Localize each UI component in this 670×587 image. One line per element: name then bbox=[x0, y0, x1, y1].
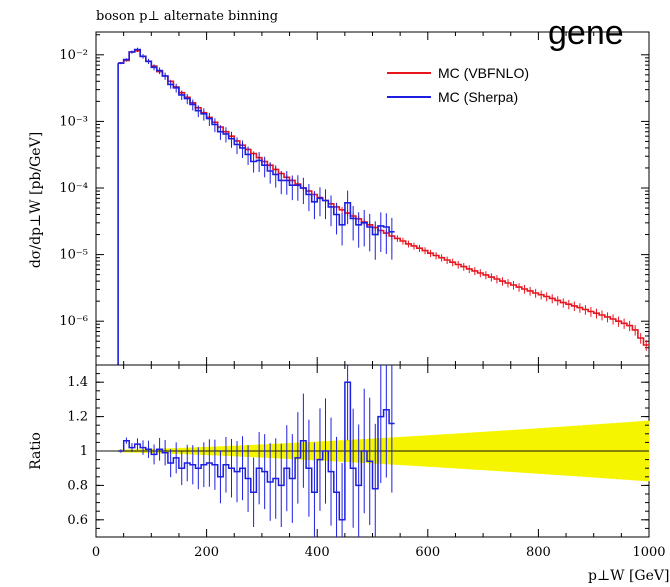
main-y-ticks: 10⁻² 10⁻³ 10⁻⁴ 10⁻⁵ 10⁻⁶ bbox=[59, 32, 650, 365]
x-tick-label: 400 bbox=[305, 545, 330, 560]
main-y-axis-label: dσ/dp⊥W [pb/GeV] bbox=[28, 132, 44, 268]
ratio-y-tick-label: 0.8 bbox=[67, 478, 88, 493]
main-y-tick-label: 10⁻⁵ bbox=[59, 248, 88, 263]
x-tick-label: 1000 bbox=[632, 545, 665, 560]
ratio-y-tick-label: 0.6 bbox=[67, 513, 88, 528]
ratio-ticks: 0.6 0.8 1 1.2 1.4 0 200 400 600 800 1000 bbox=[67, 365, 666, 560]
main-plot-frame bbox=[95, 31, 650, 366]
ratio-y-axis-label: Ratio bbox=[28, 432, 44, 470]
ratio-series-group bbox=[96, 365, 649, 537]
chart-title: boson p⊥ alternate binning bbox=[96, 9, 278, 24]
x-axis-label: p⊥W [GeV] bbox=[588, 568, 669, 584]
ratio-y-tick-label: 1 bbox=[80, 444, 88, 459]
x-tick-label: 600 bbox=[415, 545, 440, 560]
legend-label-vbfnlo: MC (VBFNLO) bbox=[438, 65, 529, 81]
x-tick-label: 0 bbox=[92, 545, 100, 560]
main-y-tick-label: 10⁻⁶ bbox=[59, 314, 88, 329]
main-plot-panel: 10⁻² 10⁻³ 10⁻⁴ 10⁻⁵ 10⁻⁶ dσ/dp⊥W [pb/GeV] bbox=[28, 31, 650, 366]
main-y-tick-label: 10⁻² bbox=[59, 48, 88, 63]
legend: MC (VBFNLO) MC (Sherpa) bbox=[387, 65, 529, 105]
x-tick-label: 800 bbox=[526, 545, 551, 560]
main-y-tick-label: 10⁻³ bbox=[59, 114, 88, 129]
watermark-text: gene bbox=[548, 14, 624, 52]
ratio-y-tick-label: 1.2 bbox=[67, 410, 88, 425]
main-series-group bbox=[117, 47, 649, 365]
ratio-y-tick-label: 1.4 bbox=[67, 375, 88, 390]
legend-label-sherpa: MC (Sherpa) bbox=[438, 89, 518, 105]
ratio-plot-panel: 0.6 0.8 1 1.2 1.4 0 200 400 600 800 1000 Ratio p⊥W… bbox=[28, 364, 669, 584]
main-y-tick-label: 10⁻⁴ bbox=[59, 181, 88, 196]
series-vbfnlo-line bbox=[118, 50, 649, 346]
x-tick-label: 200 bbox=[194, 545, 219, 560]
